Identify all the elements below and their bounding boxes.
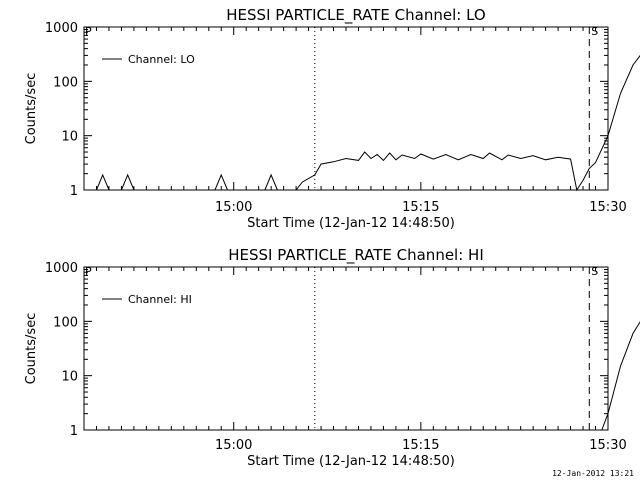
marker-label-s: S <box>591 25 598 38</box>
x-tick-label: 15:00 <box>215 438 252 453</box>
figure: HESSI PARTICLE_RATE Channel: LO 1 10 100 100… <box>24 6 640 469</box>
y-tick-label: 1000 <box>45 261 78 276</box>
corner-marker: P <box>85 25 92 38</box>
x-tick-label: 15:30 <box>589 438 626 453</box>
chart-title: HESSI PARTICLE_RATE Channel: HI <box>228 246 484 265</box>
legend-label: Channel: HI <box>128 293 192 306</box>
y-tick-label: 1 <box>70 424 78 439</box>
y-tick-label: 10 <box>61 370 78 385</box>
x-axis-label: Start Time (12-Jan-12 14:48:50) <box>247 216 455 231</box>
x-tick-label: 15:00 <box>215 200 252 215</box>
y-tick-label: 10 <box>61 130 78 145</box>
y-tick-label: 100 <box>53 315 78 330</box>
timestamp-stamp: 12-Jan-2012 13:21 <box>552 469 634 478</box>
x-tick-label: 15:15 <box>402 438 439 453</box>
plot-frame <box>83 26 609 191</box>
plot-frame <box>83 266 609 431</box>
x-axis-label: Start Time (12-Jan-12 14:48:50) <box>247 454 455 469</box>
chart-canvas: HESSI PARTICLE_RATE Channel: LO 1 10 100 100… <box>24 6 640 469</box>
series-line <box>96 54 640 192</box>
corner-marker: P <box>85 265 92 278</box>
y-tick-label: 1000 <box>45 21 78 36</box>
y-axis-label: Counts/sec <box>24 73 39 145</box>
marker-label-s: S <box>591 265 598 278</box>
y-tick-label: 100 <box>53 75 78 90</box>
legend-label: Channel: LO <box>128 53 195 66</box>
y-axis-label: Counts/sec <box>24 313 39 385</box>
chart-title: HESSI PARTICLE_RATE Channel: LO <box>226 6 485 25</box>
x-tick-label: 15:30 <box>589 200 626 215</box>
y-tick-label: 1 <box>70 184 78 199</box>
chart-panel-lo: HESSI PARTICLE_RATE Channel: LO 1 10 100 100… <box>24 6 640 231</box>
chart-panel-hi: HESSI PARTICLE_RATE Channel: HI 1 10 100 100… <box>24 246 640 469</box>
x-tick-label: 15:15 <box>402 200 439 215</box>
